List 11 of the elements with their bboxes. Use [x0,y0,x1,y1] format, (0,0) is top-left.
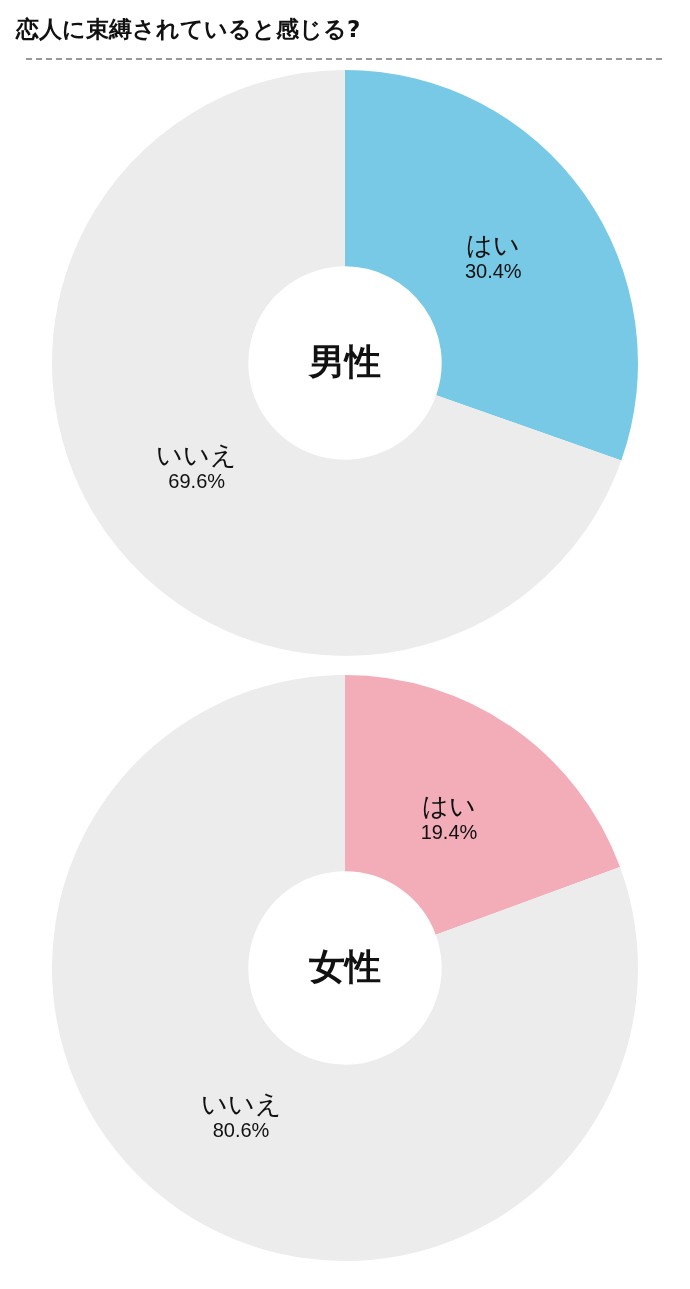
data-label: 19.4% [420,821,478,844]
chart-title: 恋人に束縛されていると感じる? [14,15,362,44]
slice-label: はい [466,230,521,261]
data-label: 69.6% [168,469,226,492]
slice-label: はい [421,791,476,822]
slice-label: いいえ [200,1088,282,1119]
data-label: 80.6% [212,1118,270,1141]
slice-label: いいえ [156,439,238,470]
text: 男性 [308,341,381,383]
data-label: 30.4% [464,260,522,283]
text: 女性 [309,946,381,988]
